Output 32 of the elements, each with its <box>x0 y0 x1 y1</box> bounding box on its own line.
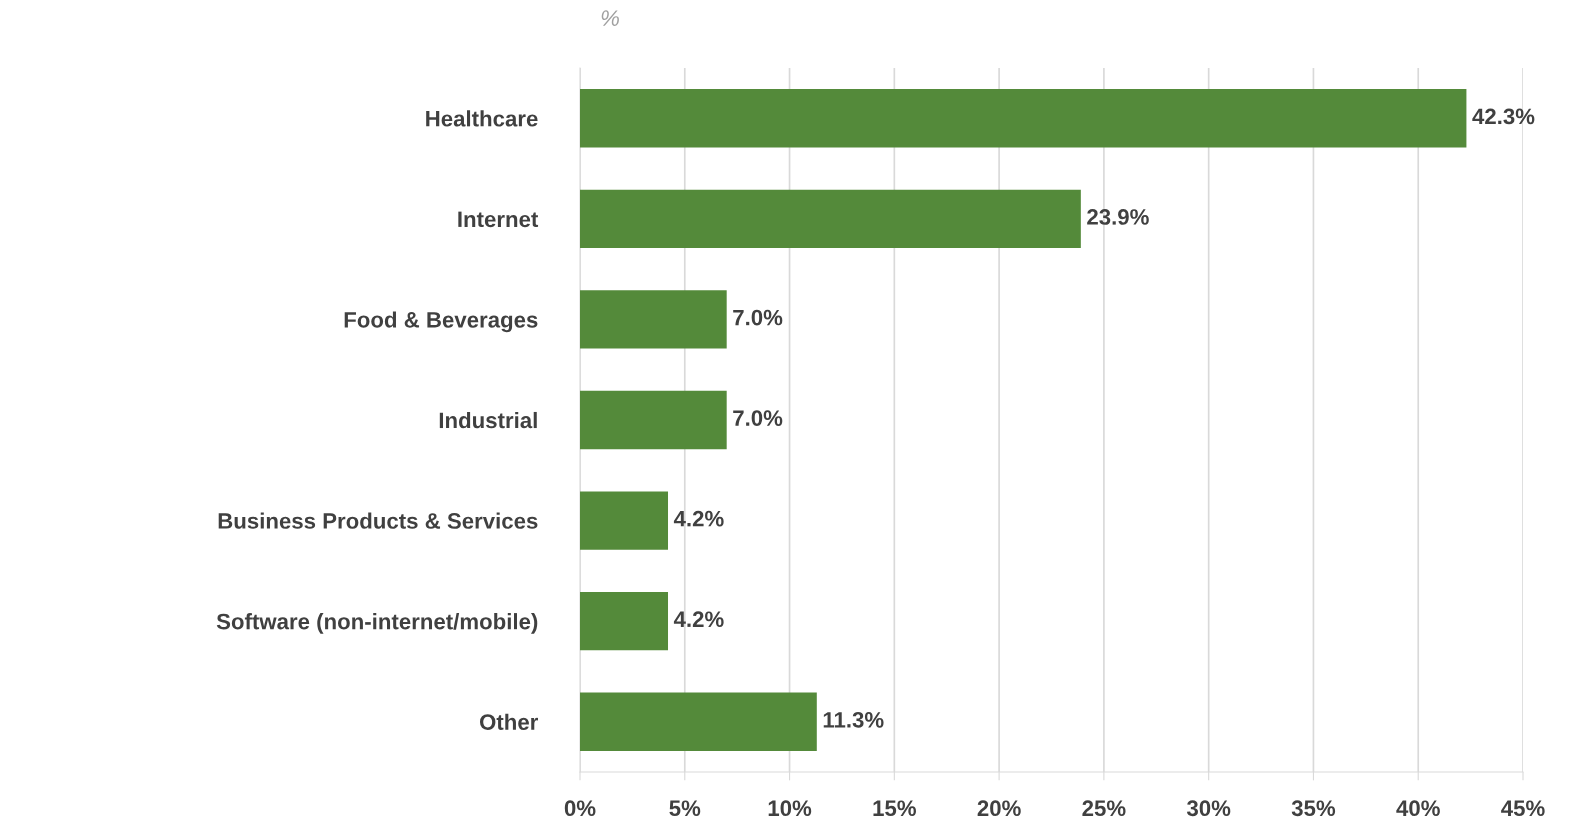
x-tick-label: 5% <box>669 800 701 817</box>
bar <box>580 491 669 550</box>
x-tick-label: 10% <box>768 800 812 817</box>
data-label: 7.0% <box>733 410 783 426</box>
bar <box>580 89 1467 148</box>
text: % <box>601 10 619 26</box>
bar <box>580 390 727 450</box>
data-label: 23.9% <box>1087 209 1149 225</box>
y-tick-label: Industrial <box>439 411 537 429</box>
x-tick-label: 40% <box>1396 800 1440 817</box>
data-label: 4.2% <box>673 510 724 527</box>
y-tick-label: Software (non-internet/mobile) <box>216 613 538 634</box>
bar <box>580 189 1081 249</box>
x-tick-label: 20% <box>977 800 1021 817</box>
x-tick-label: 0% <box>564 800 596 817</box>
y-tick-label: Healthcare <box>426 110 538 127</box>
x-tick-label: 45% <box>1501 800 1545 817</box>
data-label: 4.2% <box>673 611 724 628</box>
x-tick-label: 35% <box>1291 800 1336 817</box>
data-label: 42.3% <box>1472 108 1535 125</box>
bar <box>580 692 817 751</box>
x-tick-label: 30% <box>1186 800 1231 817</box>
data-label: 7.0% <box>733 309 783 326</box>
data-label: 11.3% <box>823 711 884 728</box>
y-tick-label: Food & Beverages <box>344 311 538 333</box>
bar <box>580 290 727 349</box>
y-tick-label: Other <box>479 713 538 730</box>
x-tick-label: 25% <box>1082 800 1126 817</box>
y-tick-label: Internet <box>458 211 539 228</box>
x-tick-label: 15% <box>873 800 916 817</box>
y-tick-label: Business Products & Services <box>218 512 538 529</box>
bar <box>580 591 669 651</box>
